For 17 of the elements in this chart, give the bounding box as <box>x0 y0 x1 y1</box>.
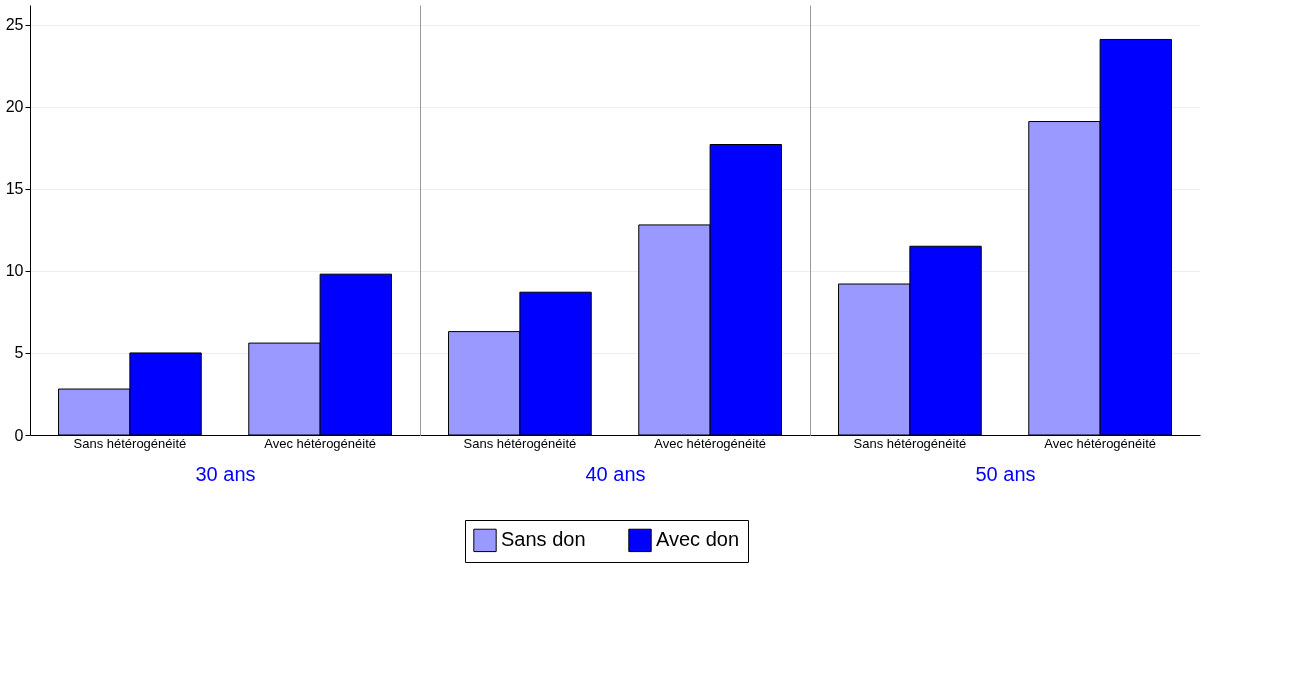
x-tick-label: Avec hétérogénéité <box>1044 435 1157 451</box>
y-tick-label: 25 <box>5 16 24 34</box>
x-tick-label: Sans hétérogénéité <box>73 435 187 451</box>
y-tick-label: 10 <box>5 262 24 280</box>
x-axis-title: 30 ans <box>195 462 256 485</box>
x-tick-label: Avec hétérogénéité <box>264 435 377 451</box>
x-axis-title: 50 ans <box>975 462 1036 485</box>
legend-label: Sans don <box>501 528 586 551</box>
x-tick-label: Avec hétérogénéité <box>654 435 767 451</box>
legend-label: Avec don <box>656 528 740 551</box>
y-tick-label: 5 <box>14 344 24 362</box>
y-tick-label: 20 <box>5 98 24 116</box>
x-tick-label: Sans hétérogénéité <box>853 435 967 451</box>
y-tick-label: 0 <box>14 426 24 444</box>
x-axis-title: 40 ans <box>585 462 646 485</box>
y-tick-label: 15 <box>5 180 24 198</box>
x-tick-label: Sans hétérogénéité <box>463 435 577 451</box>
